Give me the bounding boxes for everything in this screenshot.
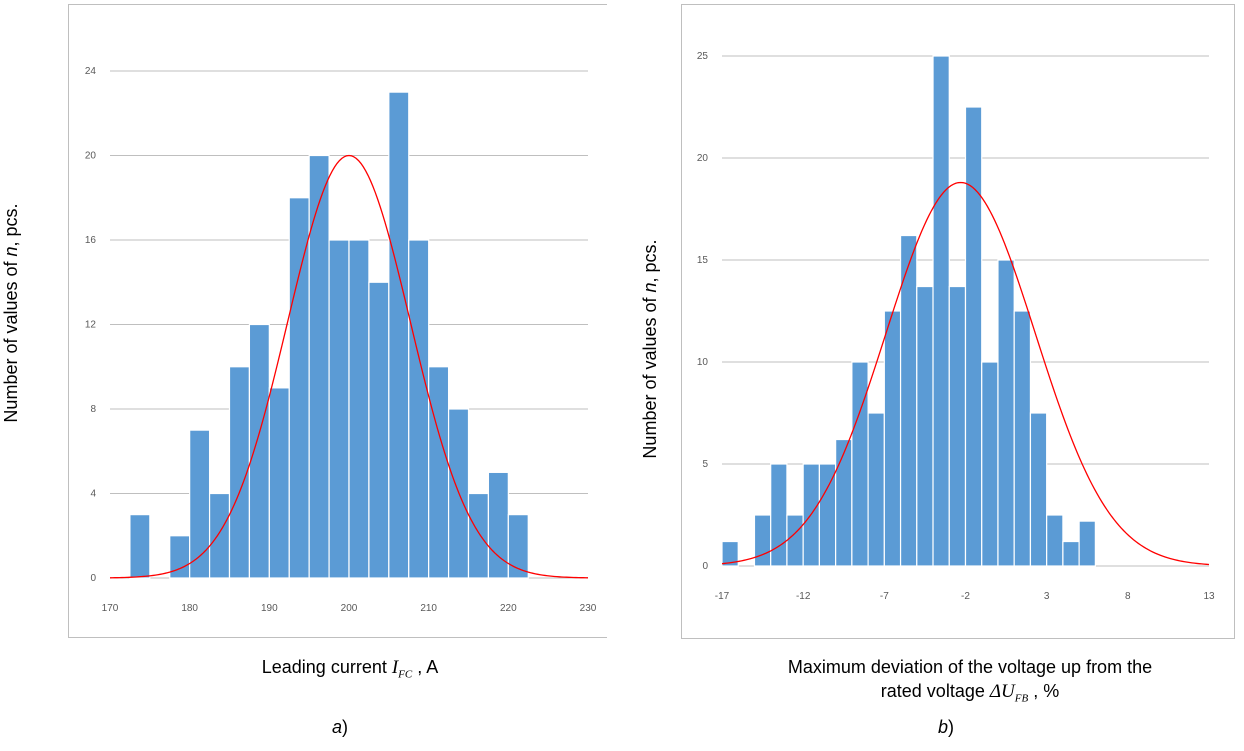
chart-a-x-tick-label: 180 bbox=[181, 603, 198, 614]
chart-b-bar bbox=[916, 285, 934, 567]
chart-b-y-tick-label: 10 bbox=[697, 357, 709, 368]
chart-b-bar bbox=[932, 55, 950, 567]
chart-a-x-tick-label: 220 bbox=[500, 603, 517, 614]
chart-a-x-tick-label: 200 bbox=[341, 603, 358, 614]
chart-a-x-tick-label: 230 bbox=[580, 603, 597, 614]
chart-a-panel-label: a) bbox=[332, 717, 349, 737]
chart-a-bar bbox=[507, 514, 529, 579]
chart-b-bar bbox=[867, 412, 885, 567]
chart-b-bar bbox=[1046, 514, 1064, 567]
chart-b-panel-label: b) bbox=[938, 717, 955, 737]
chart-b-bar bbox=[899, 234, 918, 567]
chart-a-y-tick-label: 4 bbox=[90, 489, 96, 500]
chart-b-bar bbox=[883, 310, 902, 567]
chart-b-bar bbox=[753, 514, 772, 567]
chart-b-xlabel: Maximum deviation of the voltage up from… bbox=[787, 657, 1153, 705]
chart-b-bar bbox=[997, 259, 1015, 567]
chart-a-x-tick-label: 210 bbox=[420, 603, 437, 614]
chart-b-y-tick-label: 20 bbox=[697, 153, 709, 164]
chart-b-bar bbox=[1062, 540, 1080, 567]
chart-a-y-tick-label: 20 bbox=[85, 151, 97, 162]
chart-b-x-tick-label: 13 bbox=[1203, 591, 1215, 602]
chart-b-x-tick-label: -12 bbox=[796, 591, 811, 602]
chart-b-y-tick-label: 15 bbox=[697, 255, 709, 266]
chart-b-bar bbox=[818, 463, 837, 567]
chart-a-y-tick-label: 24 bbox=[85, 66, 97, 77]
chart-b-x-tick-label: 8 bbox=[1125, 591, 1131, 602]
chart-b-bar bbox=[851, 361, 869, 567]
chart-b-y-tick-label: 25 bbox=[697, 51, 709, 62]
chart-b-bar bbox=[786, 514, 804, 567]
chart-a-y-tick-label: 8 bbox=[90, 404, 96, 415]
chart-b-bar bbox=[1013, 310, 1032, 567]
chart-b-bar bbox=[948, 285, 967, 567]
chart-b-bar bbox=[835, 438, 853, 567]
chart-b-x-tick-label: -7 bbox=[880, 591, 889, 602]
chart-a-y-tick-label: 0 bbox=[90, 573, 96, 584]
chart-b-bar bbox=[770, 463, 788, 567]
chart-b-bar bbox=[1078, 520, 1096, 567]
chart-a-normal-curve bbox=[109, 154, 589, 579]
chart-a-y-tick-label: 16 bbox=[85, 235, 97, 246]
chart-b-normal-curve bbox=[721, 181, 1210, 566]
chart-b-y-tick-label: 0 bbox=[702, 561, 708, 572]
chart-b-y-tick-label: 5 bbox=[702, 459, 708, 470]
chart-a-x-tick-label: 190 bbox=[261, 603, 278, 614]
chart-b-x-tick-label: -2 bbox=[961, 591, 970, 602]
chart-b-bar bbox=[964, 106, 983, 567]
chart-b-x-tick-label: 3 bbox=[1044, 591, 1050, 602]
chart-a-xlabel: Leading current IFC , A bbox=[261, 657, 439, 681]
chart-b-bar bbox=[1029, 412, 1048, 567]
chart-a-bar bbox=[129, 514, 151, 579]
chart-b-x-tick-label: -17 bbox=[715, 591, 730, 602]
chart-a-y-tick-label: 12 bbox=[85, 320, 97, 331]
chart-b-bar bbox=[721, 540, 739, 567]
chart-b-bar bbox=[981, 361, 999, 567]
chart-b-ylabel: Number of values of n, pcs. bbox=[640, 239, 660, 459]
chart-a-x-tick-label: 170 bbox=[102, 603, 119, 614]
